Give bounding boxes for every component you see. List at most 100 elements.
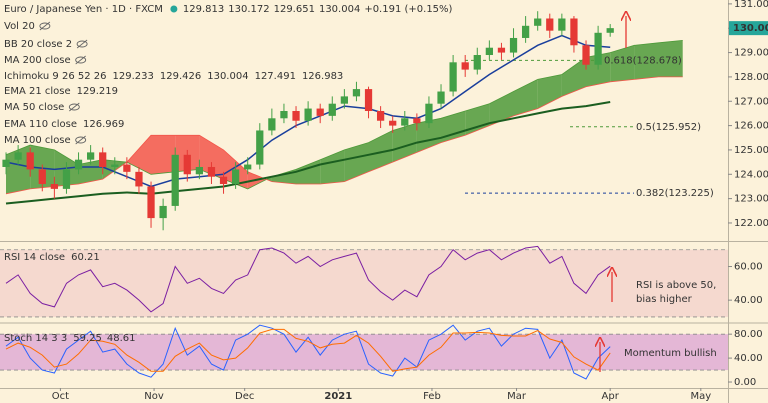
ichimoku-cloud bbox=[537, 74, 562, 109]
candle-body bbox=[376, 110, 385, 121]
candle-body bbox=[231, 169, 240, 185]
candle-body bbox=[123, 164, 131, 172]
x-tick-label: Apr bbox=[602, 391, 620, 402]
y-tick-label: 127.000 bbox=[734, 96, 768, 107]
y-tick-label: 131.000 bbox=[734, 0, 768, 10]
overlay: 0.618(128.678) 0.5(125.952) 0.382(123.225)… bbox=[4, 0, 768, 402]
y-tick-label: 60.00 bbox=[734, 262, 763, 273]
ichimoku-cloud bbox=[586, 52, 611, 87]
ichimoku-cloud bbox=[441, 111, 466, 143]
candle-body bbox=[570, 18, 578, 46]
candle-body bbox=[485, 47, 493, 56]
y-tick-label: 0.00 bbox=[734, 377, 756, 388]
last-price-label: 130.004 bbox=[733, 23, 768, 34]
chart-title: Euro / Japanese Yen · 1D · FXCM bbox=[4, 4, 163, 15]
candle-body bbox=[534, 18, 542, 26]
indicator-name: Ichimoku 9 26 52 26 bbox=[4, 71, 107, 82]
indicator-line bbox=[5, 101, 611, 205]
candle-body bbox=[509, 37, 518, 53]
y-tick-label: 80.00 bbox=[734, 329, 763, 340]
hidden-icon bbox=[76, 39, 88, 49]
pane-title: RSI 14 close bbox=[4, 252, 65, 263]
candle-body bbox=[159, 205, 167, 219]
ichimoku-cloud bbox=[320, 149, 345, 184]
candle-body bbox=[461, 62, 469, 70]
span-b-line bbox=[5, 76, 683, 195]
ichimoku-cloud bbox=[392, 123, 417, 163]
candle-body bbox=[244, 164, 252, 170]
candle-body bbox=[425, 103, 433, 124]
span-a-line bbox=[5, 40, 683, 190]
candle-body bbox=[86, 152, 95, 160]
candle-body bbox=[195, 166, 203, 175]
hidden-icon bbox=[69, 102, 80, 112]
y-tick-label: 124.000 bbox=[734, 169, 768, 180]
candle-body bbox=[606, 28, 614, 33]
ichimoku-cloud bbox=[6, 145, 31, 194]
y-tick-label: 129.000 bbox=[734, 48, 768, 59]
candle-body bbox=[352, 89, 361, 97]
indicator-value: 129.233 bbox=[113, 71, 154, 82]
x-tick-label: 2021 bbox=[324, 391, 352, 402]
candle-body bbox=[292, 110, 300, 121]
pane-title: Stoch 14 3 3 bbox=[4, 333, 67, 344]
candle-body bbox=[268, 118, 276, 131]
hidden-icon bbox=[75, 136, 87, 144]
candle-body bbox=[594, 32, 602, 65]
ichimoku-cloud bbox=[634, 42, 659, 80]
candle-body bbox=[111, 164, 119, 167]
candle-body bbox=[26, 152, 34, 170]
candle-body bbox=[99, 152, 107, 167]
x-tick-label: May bbox=[690, 391, 711, 402]
candle-body bbox=[328, 103, 336, 116]
candle-body bbox=[219, 176, 228, 185]
stoch-line bbox=[5, 324, 611, 380]
y-tick-label: 128.000 bbox=[734, 72, 768, 83]
fib-label: 0.618(128.678) bbox=[604, 55, 682, 66]
stoch-pane bbox=[0, 324, 728, 380]
candle-body bbox=[256, 130, 264, 165]
rsi-pane bbox=[0, 245, 728, 318]
candle-body bbox=[74, 159, 83, 170]
fib-label: 0.382(123.225) bbox=[636, 188, 714, 199]
candle-body bbox=[50, 184, 58, 189]
candle-body bbox=[207, 166, 216, 177]
annotation: RSI is above 50, bbox=[636, 280, 716, 291]
indicator-name: BB 20 close 2 bbox=[4, 39, 72, 50]
candle-body bbox=[364, 89, 373, 111]
indicator-name: MA 50 close bbox=[4, 102, 64, 113]
ichimoku-cloud bbox=[78, 159, 103, 184]
indicator-name: MA 100 close bbox=[4, 135, 71, 146]
x-tick-label: Oct bbox=[52, 391, 69, 402]
hidden-icon bbox=[75, 135, 86, 145]
candle-body bbox=[316, 108, 324, 116]
indicator-name: MA 200 close bbox=[4, 55, 71, 66]
ichimoku-cloud bbox=[465, 103, 490, 136]
y-tick-label: 40.00 bbox=[734, 295, 763, 306]
y-tick-label: 123.000 bbox=[734, 194, 768, 205]
rsi-line bbox=[5, 245, 611, 313]
hidden-icon bbox=[39, 21, 51, 31]
candle-body bbox=[582, 45, 590, 65]
fib-label: 0.5(125.952) bbox=[636, 122, 701, 133]
y-tick-label: 126.000 bbox=[734, 121, 768, 132]
last-price-box bbox=[729, 21, 768, 36]
band bbox=[0, 249, 728, 317]
ichimoku-cloud bbox=[368, 130, 393, 172]
annotation: bias higher bbox=[636, 294, 693, 305]
ichimoku-cloud bbox=[610, 45, 635, 82]
status-dot bbox=[170, 5, 178, 13]
quote-value: 130.004 bbox=[319, 4, 360, 15]
hidden-icon bbox=[76, 40, 88, 48]
ichimoku-cloud bbox=[561, 57, 586, 97]
quote-value: 130.172 bbox=[228, 4, 269, 15]
hidden-icon bbox=[68, 103, 80, 111]
candle-body bbox=[38, 169, 46, 185]
ichimoku-cloud bbox=[126, 135, 151, 175]
ichimoku-cloud bbox=[344, 142, 369, 182]
indicator-value: 129.426 bbox=[160, 71, 201, 82]
candle-body bbox=[280, 110, 288, 119]
candle-body bbox=[183, 154, 191, 175]
quote-value: +0.191 (+0.15%) bbox=[364, 4, 452, 15]
